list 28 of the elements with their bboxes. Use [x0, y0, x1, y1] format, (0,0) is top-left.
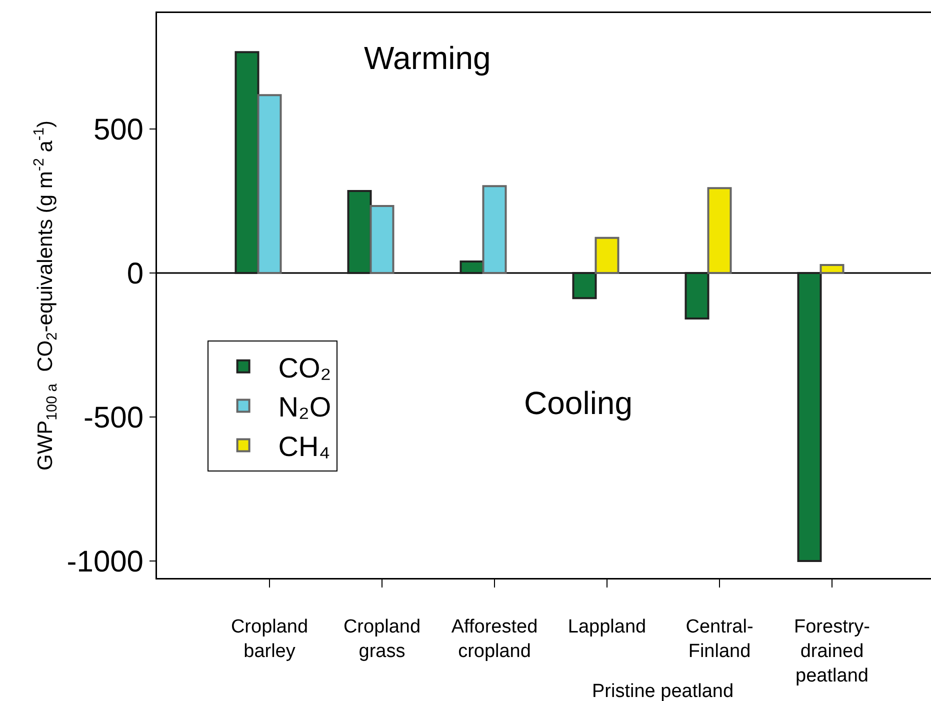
bar — [257, 94, 282, 274]
x-tick-label: Central- Finland — [686, 616, 754, 662]
bar — [707, 187, 732, 274]
x-tick-label: Lappland — [568, 616, 646, 638]
bar — [594, 236, 620, 274]
y-tick-label: 0 — [126, 258, 144, 291]
y-tick-label: -1000 — [66, 546, 144, 579]
bar — [572, 272, 597, 300]
legend-label: N₂O — [278, 392, 332, 423]
y-tick-label: 500 — [93, 114, 144, 147]
annotation: Cooling — [524, 385, 633, 421]
bar — [797, 272, 822, 562]
bar — [684, 272, 710, 320]
x-tick-label: Cropland grass — [343, 616, 421, 662]
bar — [370, 204, 394, 274]
x-tick-label: Afforested cropland — [451, 616, 538, 662]
annotation: Warming — [364, 40, 491, 76]
bar — [234, 51, 260, 274]
y-tick-label: -500 — [83, 402, 144, 435]
x-tick-label: Forestry- drained peatland — [794, 616, 870, 687]
bar — [820, 264, 844, 274]
bar — [482, 185, 507, 274]
legend-label: CH₄ — [278, 431, 330, 462]
bar — [460, 260, 484, 274]
bar — [347, 190, 372, 274]
text: Pristine peatland — [592, 681, 734, 701]
x-tick-label: Cropland barley — [230, 616, 308, 662]
legend-label: CO₂ — [278, 352, 332, 384]
